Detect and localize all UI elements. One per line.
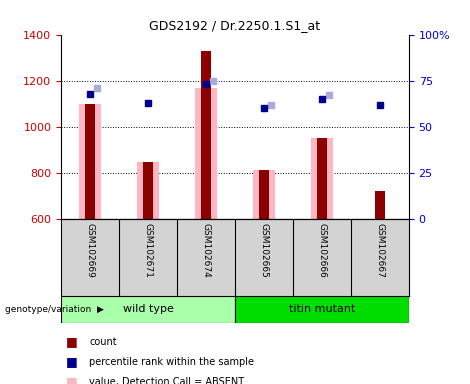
Bar [195, 88, 217, 219]
Text: GSM102666: GSM102666 [317, 223, 327, 278]
Text: GSM102671: GSM102671 [143, 223, 153, 278]
Bar [259, 170, 269, 219]
Text: value, Detection Call = ABSENT: value, Detection Call = ABSENT [89, 377, 244, 384]
Text: wild type: wild type [123, 304, 173, 314]
Text: GSM102669: GSM102669 [86, 223, 94, 278]
Text: GSM102674: GSM102674 [202, 223, 211, 278]
Bar [143, 162, 153, 219]
Bar [61, 296, 235, 323]
Bar [235, 296, 409, 323]
Bar [317, 138, 327, 219]
Text: genotype/variation  ▶: genotype/variation ▶ [5, 305, 103, 314]
Text: GSM102667: GSM102667 [376, 223, 384, 278]
Title: GDS2192 / Dr.2250.1.S1_at: GDS2192 / Dr.2250.1.S1_at [149, 19, 321, 32]
Text: ■: ■ [66, 355, 78, 368]
Bar [85, 104, 95, 219]
Text: percentile rank within the sample: percentile rank within the sample [89, 357, 254, 367]
Text: ■: ■ [66, 375, 78, 384]
Bar [375, 191, 385, 219]
Bar [311, 138, 333, 219]
Bar [253, 170, 275, 219]
Bar [79, 104, 101, 219]
Bar [137, 162, 159, 219]
Text: titin mutant: titin mutant [289, 304, 355, 314]
Text: GSM102665: GSM102665 [259, 223, 268, 278]
Text: ■: ■ [66, 335, 78, 348]
Bar [201, 51, 211, 219]
Text: count: count [89, 337, 117, 347]
